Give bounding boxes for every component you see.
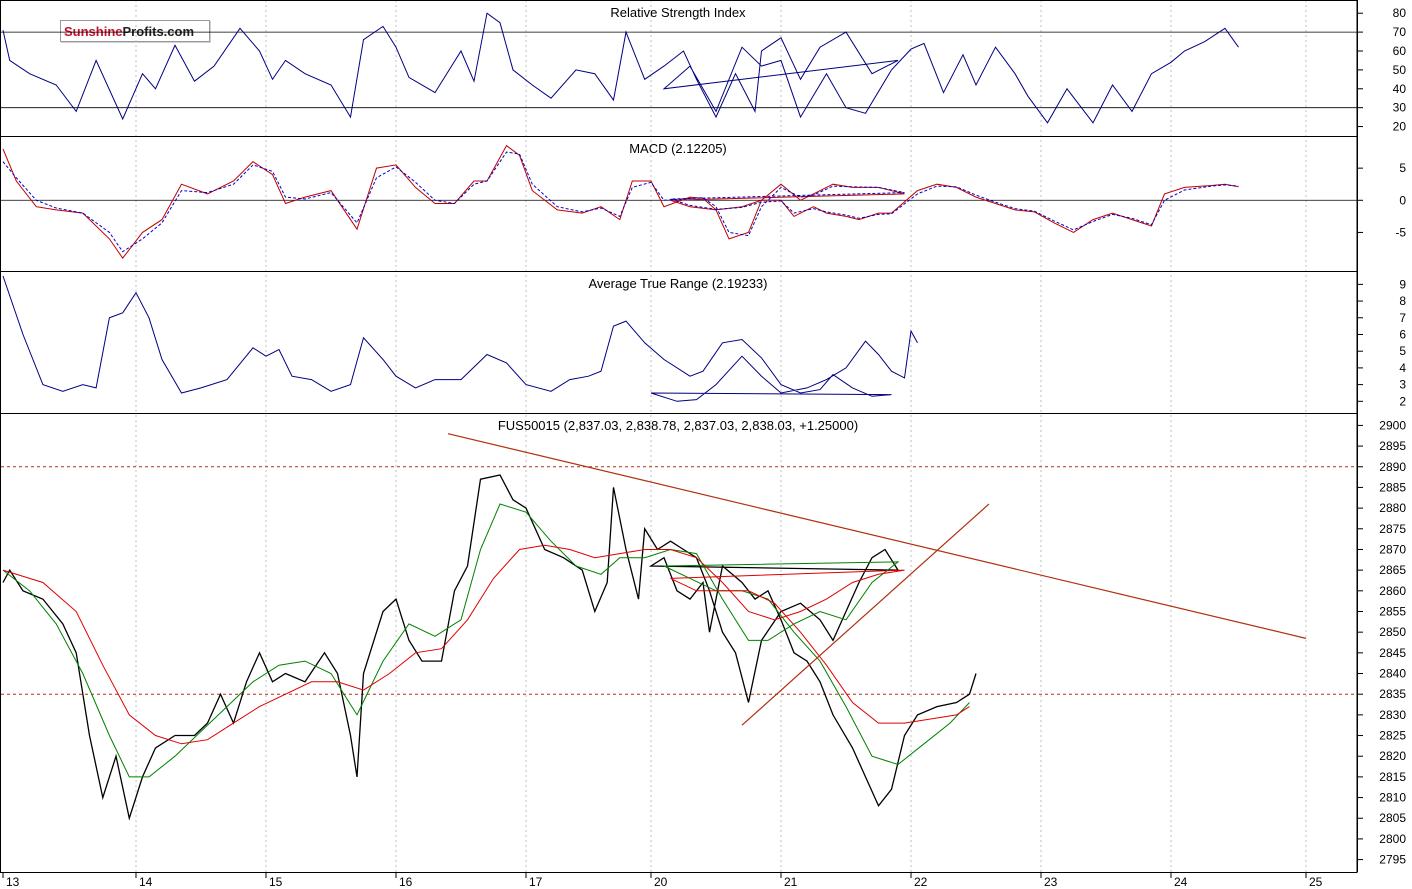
x-tick-label: 23	[1044, 875, 1058, 889]
x-tick-label: 21	[784, 875, 798, 889]
trendline	[741, 503, 990, 726]
y-tick-label: 2815	[1379, 770, 1406, 784]
series-line	[2, 275, 918, 402]
x-tick-label: 24	[1174, 875, 1188, 889]
series-line	[2, 144, 1239, 259]
y-tick-label: 2875	[1379, 522, 1406, 536]
x-tick-label: 13	[6, 875, 20, 889]
y-tick-label: 2805	[1379, 811, 1406, 825]
y-tick-label: 2835	[1379, 687, 1406, 701]
y-tick-label: 2885	[1379, 480, 1406, 494]
sunshine-profits-logo: Sunshine Profits.com	[60, 20, 210, 42]
y-tick-label: 2895	[1379, 439, 1406, 453]
panel-title: Relative Strength Index	[610, 5, 746, 20]
x-tick-label: 17	[529, 875, 543, 889]
series-line	[2, 544, 970, 745]
y-tick-label: 2840	[1379, 667, 1406, 681]
x-tick-label: 25	[1309, 875, 1323, 889]
y-tick-label: 4	[1399, 361, 1406, 375]
panel-frame	[0, 413, 1358, 873]
y-tick-label: 60	[1393, 44, 1407, 58]
y-tick-label: 2855	[1379, 604, 1406, 618]
y-tick-label: 3	[1399, 378, 1406, 392]
data-layer	[2, 12, 1307, 821]
logo-part-2: Profits.com	[122, 23, 195, 39]
y-tick-label: 2890	[1379, 460, 1406, 474]
y-tick-label: 50	[1393, 63, 1407, 77]
series-line	[2, 474, 977, 821]
grid-layer	[1, 0, 1357, 872]
x-tick-label: 20	[654, 875, 668, 889]
y-tick-label: 2870	[1379, 542, 1406, 556]
y-tick-label: 70	[1393, 25, 1407, 39]
y-tick-label: 2860	[1379, 584, 1406, 598]
y-tick-label: 40	[1393, 82, 1407, 96]
y-tick-label: 0	[1399, 193, 1406, 207]
logo-part-1: Sunshine	[64, 23, 123, 39]
panel-title: MACD (2.12205)	[629, 141, 727, 156]
y-tick-label: 2825	[1379, 729, 1406, 743]
y-tick-label: 5	[1399, 344, 1406, 358]
x-tick-label: 15	[269, 875, 283, 889]
series-line	[2, 12, 1239, 124]
y-tick-label: 2	[1399, 394, 1406, 408]
y-tick-label: 5	[1399, 161, 1406, 175]
y-tick-label: 2820	[1379, 749, 1406, 763]
y-tick-label: 2810	[1379, 791, 1406, 805]
y-tick-label: 2865	[1379, 563, 1406, 577]
y-tick-label: 2850	[1379, 625, 1406, 639]
y-tick-label: 2900	[1379, 418, 1406, 432]
panel-frame	[0, 0, 1358, 137]
panel-title: Average True Range (2.19233)	[589, 276, 768, 291]
y-tick-label: 6	[1399, 327, 1406, 341]
y-tick-label: 2880	[1379, 501, 1406, 515]
y-tick-label: 2795	[1379, 853, 1406, 867]
y-tick-label: 30	[1393, 101, 1407, 115]
panel-frame	[0, 136, 1358, 272]
series-line	[2, 151, 1239, 253]
trendline	[447, 433, 1307, 639]
panel-frame	[0, 271, 1358, 414]
x-tick-label: 22	[914, 875, 928, 889]
y-tick-label: 2845	[1379, 646, 1406, 660]
y-tick-label: -5	[1395, 225, 1406, 239]
y-tick-label: 8	[1399, 294, 1406, 308]
y-tick-label: 80	[1393, 6, 1407, 20]
frame-layer	[0, 0, 1363, 878]
text-layer: Relative Strength Index20304050607080MAC…	[6, 5, 1406, 889]
x-tick-label: 16	[399, 875, 413, 889]
series-line	[2, 503, 970, 778]
panel-title: FUS50015 (2,837.03, 2,838.78, 2,837.03, …	[498, 418, 858, 433]
y-tick-label: 20	[1393, 120, 1407, 134]
y-tick-label: 9	[1399, 277, 1406, 291]
y-tick-label: 2830	[1379, 708, 1406, 722]
x-tick-label: 14	[139, 875, 153, 889]
y-tick-label: 2800	[1379, 832, 1406, 846]
y-tick-label: 7	[1399, 311, 1406, 325]
